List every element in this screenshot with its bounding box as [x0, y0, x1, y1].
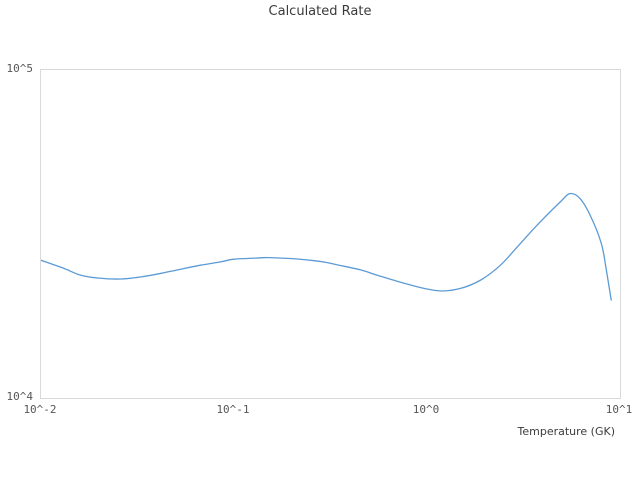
y-tick-label: 10^5: [6, 62, 34, 75]
x-tick-label: 10^1: [605, 403, 633, 416]
chart-title: Calculated Rate: [268, 4, 372, 19]
y-tick-label: 10^4: [6, 390, 34, 403]
x-axis-label: Temperature (GK): [517, 425, 616, 438]
x-tick-label: 10^-2: [23, 403, 57, 416]
x-tick-label: 10^-1: [216, 403, 250, 416]
plot-area: [40, 69, 621, 399]
x-tick-label: 10^0: [412, 403, 440, 416]
rate-curve: [41, 192, 612, 301]
